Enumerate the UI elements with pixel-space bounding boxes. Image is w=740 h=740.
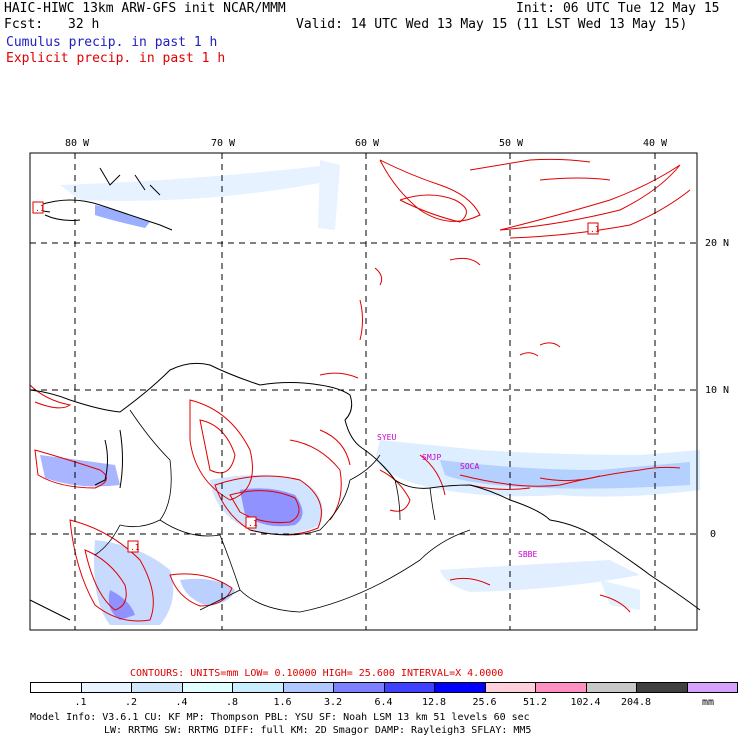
marker-label: .1 [590,225,600,234]
legend-cumulus-precip: Cumulus precip. in past 1 h [6,35,218,50]
lon-label-60w: 60 W [355,138,380,149]
colorbar-label: .4 [175,697,188,708]
lon-label-50w: 50 W [499,138,524,149]
station-smjp: SMJP [422,453,442,462]
country-borders [94,409,471,613]
colorbar-label: .1 [74,697,87,708]
colorbar-swatch [434,682,486,693]
marker-label: .1 [248,519,258,528]
model-info-line2: LW: RRTMG SW: RRTMG DIFF: full KM: 2D Sm… [104,725,532,736]
marker-label: .1 [35,204,45,213]
plot-title: HAIC-HIWC 13km ARW-GFS init NCAR/MMM [4,1,286,16]
station-sbbe: SBBE [518,550,538,559]
forecast-label: Fcst: [4,17,44,32]
lon-label-70w: 70 W [211,138,236,149]
colorbar-swatch [282,682,334,693]
colorbar-swatch [80,682,132,693]
lat-label-10n: 10 N [705,385,730,396]
colorbar-label: 3.2 [323,697,343,708]
colorbar-swatch [535,682,587,693]
colorbar-label: 102.4 [570,697,601,708]
colorbar-label: .8 [225,697,239,708]
colorbar-label: 12.8 [421,697,447,708]
lat-lon-grid [30,153,697,630]
colorbar-swatch [585,682,637,693]
colorbar-label: 51.2 [522,697,548,708]
lon-label-80w: 80 W [65,138,90,149]
colorbar-unit: mm [702,697,715,708]
map-frame [29,152,698,631]
colorbar-label: .2 [124,697,138,708]
colorbar-swatch [686,682,738,693]
colorbar-label: 204.8 [620,697,652,708]
lon-label-40w: 40 W [643,138,668,149]
colorbar-swatch [484,682,536,693]
colorbar-swatch [30,682,82,693]
valid-time: Valid: 14 UTC Wed 13 May 15 (11 LST Wed … [296,17,688,32]
contour-caption: CONTOURS: UNITS=mm LOW= 0.10000 HIGH= 25… [130,668,504,679]
colorbar-label: 1.6 [273,697,292,708]
colorbar-swatch [383,682,435,693]
colorbar-swatch [232,682,284,693]
colorbar-swatch [181,682,233,693]
colorbar-label: 6.4 [374,697,393,708]
cumulus-precip-shading [40,160,700,625]
colorbar-label: 25.6 [472,697,497,708]
station-syeu: SYEU [377,433,397,442]
coastlines [29,167,701,621]
lat-label-0: 0 [710,529,717,540]
init-time: Init: 06 UTC Tue 12 May 15 [516,1,720,16]
explicit-precip-contours [29,158,691,622]
min-contour-markers [32,201,599,553]
station-soca: SOCA [460,462,480,471]
forecast-hour: 32 h [68,17,100,32]
legend-explicit-precip: Explicit precip. in past 1 h [6,51,226,66]
model-info-line1: Model Info: V3.6.1 CU: KF MP: Thompson P… [30,712,530,723]
marker-label: .1 [130,543,140,552]
colorbar-swatch [131,682,183,693]
lat-label-20n: 20 N [705,238,730,249]
colorbar-swatch [333,682,385,693]
colorbar-swatch [636,682,688,693]
